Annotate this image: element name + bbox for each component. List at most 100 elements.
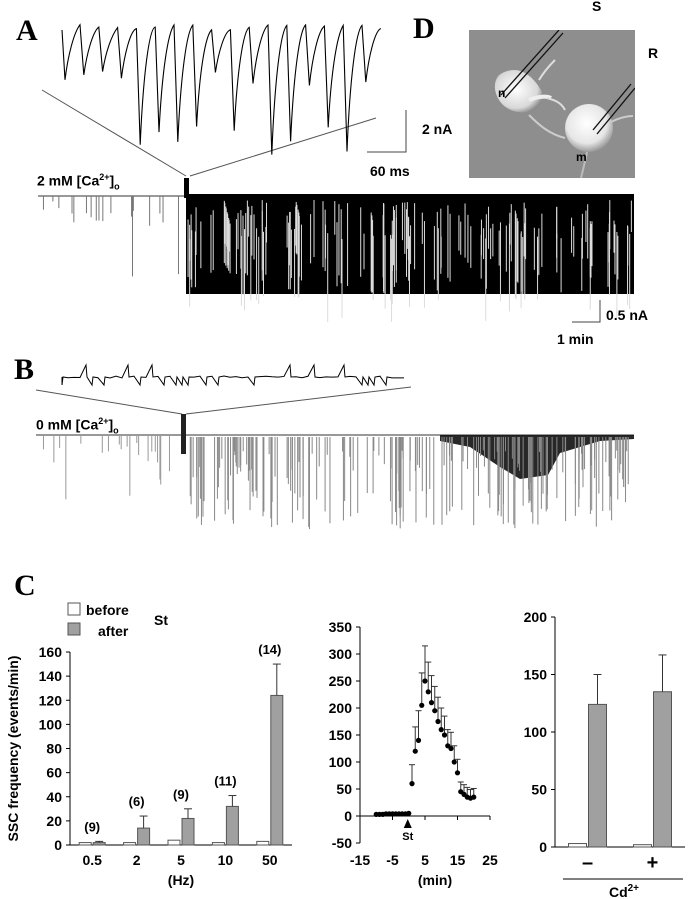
cell-label-n: n [498, 86, 506, 100]
expanded-current-trace-b [61, 363, 405, 387]
y-tick-label: 0 [344, 808, 352, 824]
y-tick-label: 40 [46, 789, 62, 805]
condition-label-a: 2 mM [Ca2+]o [37, 172, 120, 192]
cell-label-m: m [576, 150, 587, 164]
micrograph-image [469, 30, 635, 178]
legend-label-after: after [98, 623, 129, 639]
x-tick-label: 15 [450, 852, 466, 868]
data-point [454, 770, 461, 776]
y-axis-title: SSC frequency (events/min) [5, 656, 21, 842]
x-tick-label: 25 [482, 852, 498, 868]
y-tick-label: 250 [329, 673, 353, 689]
post-stim-activity-a [186, 194, 634, 294]
data-point [422, 678, 428, 684]
data-point [419, 702, 425, 708]
x-tick-label: 50 [262, 852, 278, 868]
y-tick-label: 60 [46, 765, 62, 781]
x-axis-title: Cd2+ [609, 883, 639, 899]
y-tick-label: 100 [39, 716, 63, 732]
post-stim-activity-b [186, 435, 634, 479]
data-point [415, 737, 422, 743]
data-point [435, 718, 441, 725]
y-tick-label: 100 [524, 724, 548, 740]
y-tick-label: 150 [329, 727, 353, 743]
n-label: (14) [258, 642, 281, 657]
post-stim-events-a [187, 200, 632, 323]
scale-current-label: 2 nA [422, 121, 453, 137]
chart-time-course: -50 0 50 100 150 200 250 300 350 -15 -5 5 15 25 (min) S… [329, 619, 498, 888]
condition-label-b: 0 mM [Ca2+]o [36, 416, 119, 436]
n-label: (6) [129, 794, 145, 809]
zoom-line-right-b [185, 386, 412, 415]
chart-frequency-bar: 0 20 40 60 80 100 120 140 160 SSC frequency (even… [5, 602, 292, 888]
bar-after [270, 694, 284, 846]
data-point [448, 745, 454, 752]
data-point [451, 759, 457, 765]
bar-before [633, 844, 652, 848]
y-tick-label: 100 [329, 754, 353, 770]
data-point [409, 781, 415, 787]
zoom-line-right [189, 117, 377, 177]
data-point [471, 794, 477, 800]
bar-after [92, 842, 106, 846]
micrograph-drawing [469, 30, 635, 178]
x-tick-label: -15 [350, 852, 370, 868]
bar-after [653, 691, 672, 848]
x-tick-label: 2 [133, 852, 141, 868]
bar-before [256, 840, 270, 846]
x-tick-label: + [647, 852, 659, 874]
bar-before [211, 842, 225, 846]
bar-before [568, 843, 587, 848]
y-tick-label: 50 [531, 782, 547, 798]
x-tick-label: 10 [218, 852, 234, 868]
n-label: (11) [214, 774, 236, 789]
n-label: (9) [84, 819, 100, 834]
x-axis-title: (min) [418, 872, 452, 888]
scale-bar-short [367, 110, 407, 153]
y-tick-label: 0 [539, 839, 547, 855]
data-point [441, 732, 448, 738]
legend-label-stim: St [154, 612, 168, 628]
bar-after [588, 703, 607, 848]
y-tick-label: 300 [329, 646, 353, 662]
x-tick-label: 0.5 [82, 852, 102, 868]
data-point [428, 700, 435, 706]
zoom-line-left-b [35, 389, 183, 415]
panel-label-b: B [14, 353, 35, 386]
y-tick-label: 160 [39, 644, 63, 660]
y-tick-label: 50 [336, 781, 352, 797]
y-tick-label: 20 [46, 813, 62, 829]
y-tick-label: -50 [332, 835, 352, 851]
x-tick-label: 5 [177, 852, 185, 868]
x-tick-label: 5 [421, 852, 429, 868]
panel-label-d: D [413, 12, 435, 45]
panel-a-traces [38, 23, 634, 323]
stim-marker-b [181, 414, 186, 454]
zoom-line-left [41, 89, 187, 177]
y-tick-label: 140 [39, 668, 63, 684]
legend-swatch-after [67, 622, 81, 636]
y-tick-label: 200 [524, 609, 548, 625]
x-axis-title: (Hz) [168, 872, 194, 888]
n-label: (9) [173, 787, 189, 802]
events-b [42, 435, 629, 530]
bar-before [167, 839, 181, 846]
chart-cadmium-bar: 0 50 100 150 200 – + Cd2+ [524, 609, 685, 899]
y-tick-label: 80 [46, 741, 62, 757]
bar-after [181, 817, 195, 846]
scale-bar-long [572, 300, 601, 323]
stim-marker-a [184, 178, 189, 198]
expanded-current-trace-a [61, 23, 382, 155]
electrode-label-s: S [592, 0, 602, 14]
panel-label-c: C [14, 569, 36, 602]
data-point [432, 708, 438, 714]
electrode-label-r: R [648, 45, 659, 61]
bar-before [78, 842, 92, 846]
y-tick-label: 120 [39, 692, 63, 708]
stim-arrow [403, 819, 412, 828]
y-tick-label: 150 [524, 667, 548, 683]
data-point [438, 727, 444, 733]
bar-after [225, 805, 239, 846]
y-tick-label: 350 [329, 619, 353, 635]
bar-after [137, 827, 151, 846]
